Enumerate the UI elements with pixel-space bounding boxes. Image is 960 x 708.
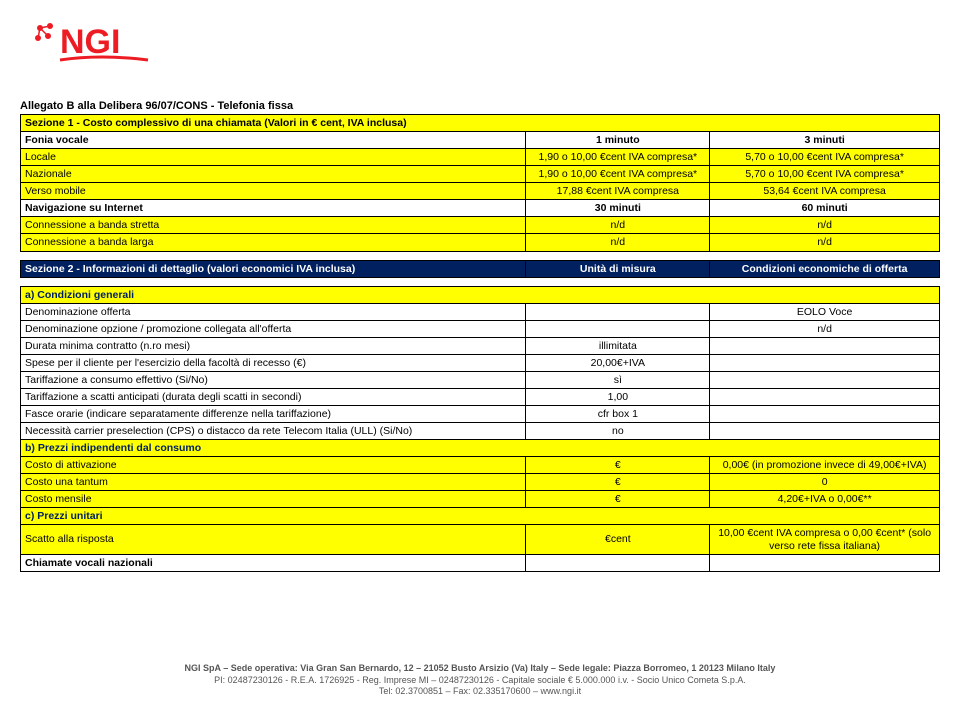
sec1-row-value1: n/d — [526, 234, 710, 251]
sec1-row-value1: 1,90 o 10,00 €cent IVA compresa* — [526, 149, 710, 166]
sec1-row-value2: 5,70 o 10,00 €cent IVA compresa* — [710, 149, 940, 166]
b-row-value1: € — [526, 457, 710, 474]
sec1-row-value1: 1,90 o 10,00 €cent IVA compresa* — [526, 166, 710, 183]
sec1-row-value2: n/d — [710, 217, 940, 234]
b-row-label: Costo di attivazione — [21, 457, 526, 474]
a-row-label: Fasce orarie (indicare separatamente dif… — [21, 406, 526, 423]
a-row-value1: 20,00€+IVA — [526, 354, 710, 371]
sec1-row-value2: 5,70 o 10,00 €cent IVA compresa* — [710, 166, 940, 183]
c-row-value1 — [526, 554, 710, 571]
sec1-row-value1: n/d — [526, 217, 710, 234]
sec1-row-value1: 30 minuti — [526, 200, 710, 217]
a-row-label: Necessità carrier preselection (CPS) o d… — [21, 423, 526, 440]
sec1-row-label: Connessione a banda stretta — [21, 217, 526, 234]
sec1-row-label: Verso mobile — [21, 183, 526, 200]
b-row-value1: € — [526, 491, 710, 508]
a-row-label: Durata minima contratto (n.ro mesi) — [21, 337, 526, 354]
b-row-value2: 0,00€ (in promozione invece di 49,00€+IV… — [710, 457, 940, 474]
sec1-row-value1: 17,88 €cent IVA compresa — [526, 183, 710, 200]
section2-col-a: Unità di misura — [526, 260, 710, 277]
a-row-value1: 1,00 — [526, 388, 710, 405]
doc-title: Allegato B alla Delibera 96/07/CONS - Te… — [20, 100, 940, 112]
footer-line1: NGI SpA – Sede operativa: Via Gran San B… — [185, 663, 776, 673]
footer-line2: PI: 02487230126 - R.E.A. 1726925 - Reg. … — [0, 675, 960, 687]
section2-header-table: Sezione 2 - Informazioni di dettaglio (v… — [20, 260, 940, 278]
document-body: Allegato B alla Delibera 96/07/CONS - Te… — [20, 100, 940, 572]
a-row-value1: sì — [526, 371, 710, 388]
b-row-value2: 4,20€+IVA o 0,00€** — [710, 491, 940, 508]
sec1-row-label: Navigazione su Internet — [21, 200, 526, 217]
c-row-value2: 10,00 €cent IVA compresa o 0,00 €cent* (… — [710, 525, 940, 554]
section2-title: Sezione 2 - Informazioni di dettaglio (v… — [21, 260, 526, 277]
a-row-label: Tariffazione a consumo effettivo (Si/No) — [21, 371, 526, 388]
section1-table: Sezione 1 - Costo complessivo di una chi… — [20, 114, 940, 252]
a-row-value2 — [710, 406, 940, 423]
sec1-row-value2: 53,64 €cent IVA compresa — [710, 183, 940, 200]
b-row-value1: € — [526, 474, 710, 491]
a-row-value2: EOLO Voce — [710, 303, 940, 320]
sec1-row-label: Fonia vocale — [21, 132, 526, 149]
a-row-value2 — [710, 388, 940, 405]
a-row-value1: illimitata — [526, 337, 710, 354]
group-c-header: c) Prezzi unitari — [21, 508, 940, 525]
group-a-header: a) Condizioni generali — [21, 286, 940, 303]
a-row-value1: no — [526, 423, 710, 440]
details-table: a) Condizioni generali Denominazione off… — [20, 286, 940, 572]
sec1-row-label: Nazionale — [21, 166, 526, 183]
a-row-value1: cfr box 1 — [526, 406, 710, 423]
c-row-label: Chiamate vocali nazionali — [21, 554, 526, 571]
b-row-label: Costo una tantum — [21, 474, 526, 491]
a-row-value2 — [710, 354, 940, 371]
svg-text:NGI: NGI — [60, 23, 120, 61]
a-row-value2 — [710, 371, 940, 388]
a-row-value1 — [526, 303, 710, 320]
a-row-label: Tariffazione a scatti anticipati (durata… — [21, 388, 526, 405]
brand-logo: NGI — [30, 18, 170, 76]
page-footer: NGI SpA – Sede operativa: Via Gran San B… — [0, 663, 960, 698]
a-row-value1 — [526, 320, 710, 337]
a-row-value2: n/d — [710, 320, 940, 337]
sec1-row-value2: 3 minuti — [710, 132, 940, 149]
c-row-value1: €cent — [526, 525, 710, 554]
a-row-value2 — [710, 423, 940, 440]
footer-line3: Tel: 02.3700851 – Fax: 02.335170600 – ww… — [0, 686, 960, 698]
section2-col-b: Condizioni economiche di offerta — [710, 260, 940, 277]
sec1-row-value2: 60 minuti — [710, 200, 940, 217]
c-row-value2 — [710, 554, 940, 571]
b-row-value2: 0 — [710, 474, 940, 491]
b-row-label: Costo mensile — [21, 491, 526, 508]
a-row-label: Spese per il cliente per l'esercizio del… — [21, 354, 526, 371]
a-row-label: Denominazione opzione / promozione colle… — [21, 320, 526, 337]
section1-title: Sezione 1 - Costo complessivo di una chi… — [21, 115, 940, 132]
a-row-label: Denominazione offerta — [21, 303, 526, 320]
sec1-row-label: Connessione a banda larga — [21, 234, 526, 251]
sec1-row-value1: 1 minuto — [526, 132, 710, 149]
a-row-value2 — [710, 337, 940, 354]
sec1-row-label: Locale — [21, 149, 526, 166]
group-b-header: b) Prezzi indipendenti dal consumo — [21, 440, 940, 457]
c-row-label: Scatto alla risposta — [21, 525, 526, 554]
sec1-row-value2: n/d — [710, 234, 940, 251]
